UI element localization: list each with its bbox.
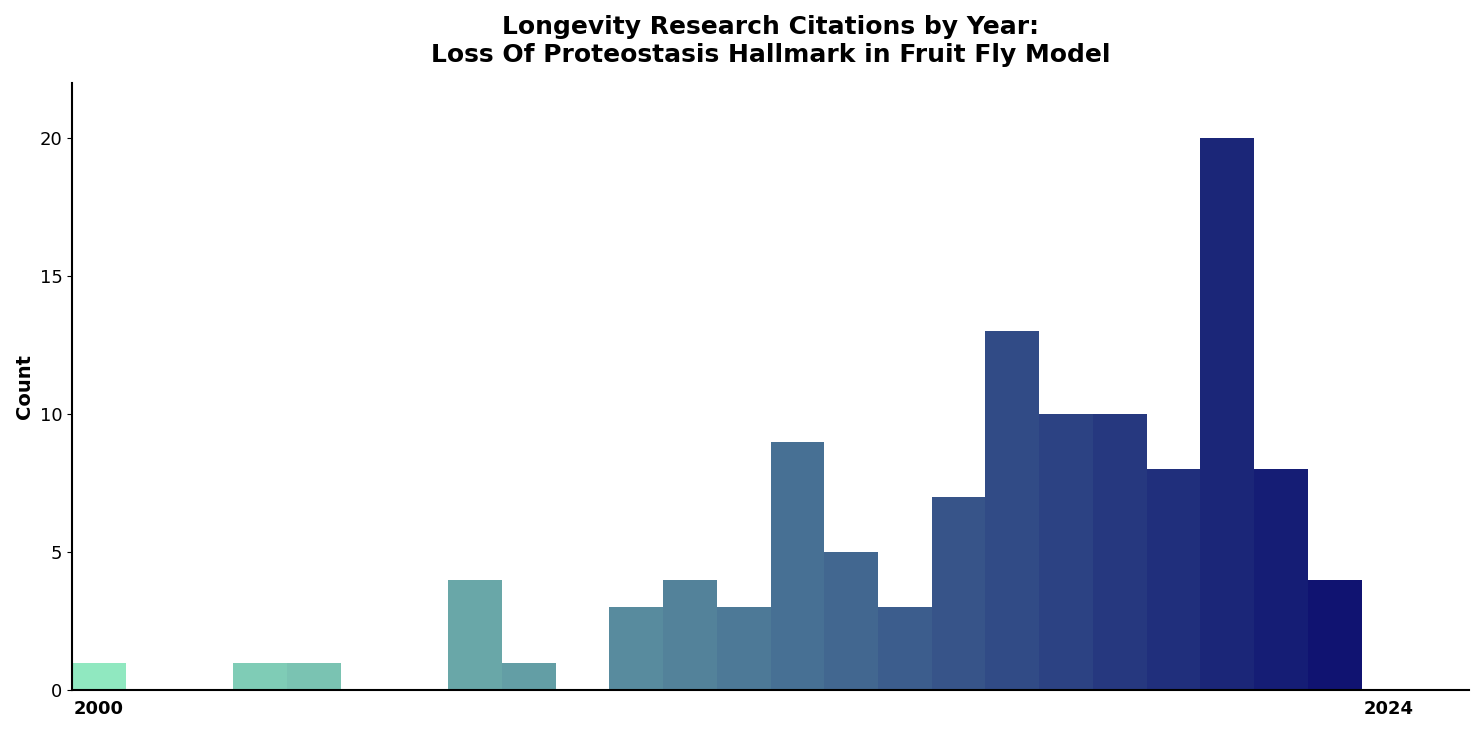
Bar	[824, 552, 879, 690]
Bar	[502, 663, 555, 690]
Bar	[73, 663, 126, 690]
Title: Longevity Research Citations by Year:
Loss Of Proteostasis Hallmark in Fruit Fly: Longevity Research Citations by Year: Lo…	[430, 15, 1110, 67]
Bar	[932, 497, 985, 690]
Bar	[1307, 580, 1361, 690]
Bar	[663, 580, 717, 690]
Bar	[286, 663, 341, 690]
Bar	[985, 331, 1039, 690]
Y-axis label: Count: Count	[15, 354, 34, 419]
Bar	[770, 442, 824, 690]
Bar	[1039, 414, 1092, 690]
Bar	[1147, 469, 1201, 690]
Bar	[233, 663, 286, 690]
Bar	[1092, 414, 1147, 690]
Bar	[879, 608, 932, 690]
Bar	[448, 580, 502, 690]
Bar	[1254, 469, 1307, 690]
Bar	[1201, 138, 1254, 690]
Bar	[610, 608, 663, 690]
Bar	[717, 608, 770, 690]
